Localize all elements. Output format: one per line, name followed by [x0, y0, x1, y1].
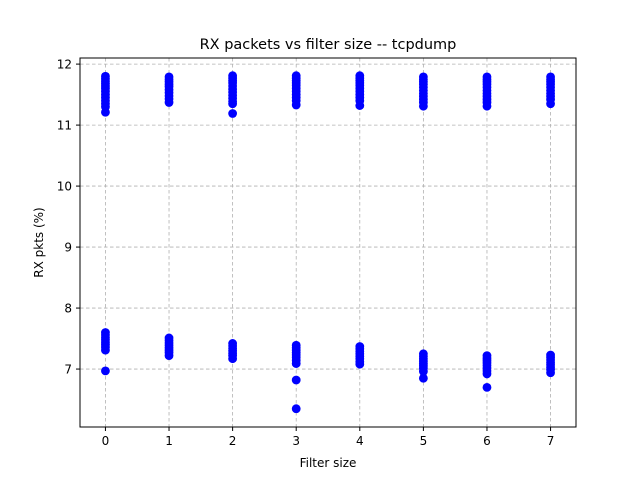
data-point [546, 99, 555, 109]
grid-lines [80, 58, 576, 427]
x-tick-label: 1 [165, 434, 173, 448]
y-tick-label: 7 [64, 362, 72, 376]
chart-title: RX packets vs filter size -- tcpdump [200, 37, 457, 53]
plot-frame [79, 57, 577, 428]
data-points [101, 71, 555, 414]
data-point [228, 109, 238, 118]
x-tick-label: 4 [356, 434, 364, 448]
y-tick-label: 8 [64, 301, 72, 315]
data-point [546, 368, 555, 378]
data-point [164, 98, 174, 107]
data-point [482, 369, 492, 379]
data-point [101, 107, 110, 117]
data-point [418, 373, 428, 383]
data-point [355, 101, 365, 110]
y-tick-label: 12 [57, 57, 72, 71]
x-tick-label: 5 [420, 434, 428, 448]
data-point [228, 354, 238, 364]
data-point [291, 375, 301, 385]
x-tick-label: 7 [547, 434, 555, 448]
x-axis: 0 1 2 3 4 5 6 7 [102, 427, 555, 448]
data-point [482, 101, 492, 111]
data-point [482, 382, 492, 392]
data-point [291, 100, 301, 110]
y-axis: 7 8 9 10 11 12 [57, 57, 80, 376]
y-tick-label: 9 [64, 240, 72, 254]
data-point [418, 367, 428, 376]
x-tick-label: 2 [229, 434, 237, 448]
data-point [164, 351, 174, 361]
data-point [418, 101, 428, 111]
data-point [101, 366, 110, 376]
data-point [355, 359, 365, 369]
data-point [291, 404, 301, 414]
x-tick-label: 0 [102, 434, 110, 448]
y-tick-label: 11 [57, 118, 72, 132]
x-axis-label: Filter size [300, 456, 357, 470]
x-tick-label: 3 [292, 434, 300, 448]
data-point [228, 99, 238, 109]
y-tick-label: 10 [57, 179, 72, 193]
x-tick-label: 6 [483, 434, 491, 448]
data-point [101, 345, 110, 355]
y-axis-label: RX pkts (%) [32, 207, 46, 277]
data-point [291, 359, 301, 368]
